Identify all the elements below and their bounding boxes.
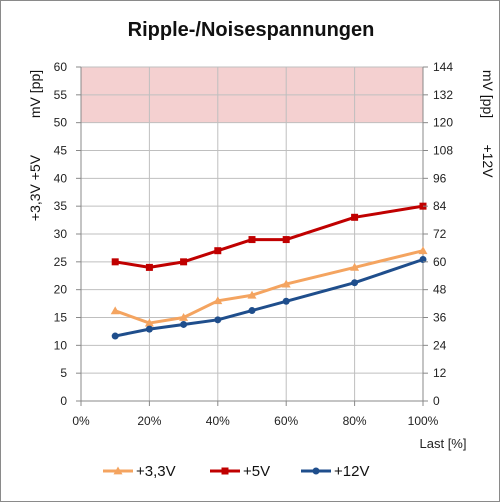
- y-right-label: +12V: [480, 144, 496, 178]
- x-axis-label: Last [%]: [420, 436, 467, 451]
- y-left-tick-label: 30: [54, 227, 68, 241]
- data-point-12v: [419, 256, 427, 264]
- data-point-5v: [282, 236, 290, 244]
- legend: +3,3V +5V +12V: [103, 463, 369, 480]
- series-line-5v: [114, 204, 424, 269]
- data-point-12v: [248, 307, 256, 315]
- data-point-12v: [214, 316, 222, 324]
- y-right-tick-label: 36: [433, 311, 447, 325]
- data-point-5v: [214, 247, 222, 255]
- y-right-tick-label: 24: [433, 338, 447, 352]
- y-left-tick-label: 35: [54, 199, 68, 213]
- data-point-12v: [180, 320, 188, 328]
- data-point-12v: [111, 332, 119, 340]
- data-point-5v: [351, 213, 359, 221]
- legend-marker-5v: [221, 467, 229, 475]
- series-33v: [110, 246, 428, 327]
- y-left-tick-label: 60: [54, 60, 68, 74]
- y-left-tick-label: 20: [54, 283, 68, 297]
- x-tick-label: 80%: [343, 414, 367, 428]
- y-left-tick-label: 15: [54, 311, 68, 325]
- y-left-tick-label: 55: [54, 88, 68, 102]
- x-tick-label: 0%: [72, 414, 90, 428]
- y-right-tick-label: 72: [433, 227, 447, 241]
- y-left-tick-label: 0: [60, 394, 67, 408]
- data-point-5v: [145, 263, 153, 271]
- data-point-33v: [418, 246, 428, 255]
- y-right-tick-label: 96: [433, 171, 447, 185]
- y-left-tick-label: 5: [60, 366, 67, 380]
- y-right-tick-label: 48: [433, 283, 447, 297]
- data-point-33v: [350, 262, 360, 271]
- data-point-12v: [145, 325, 153, 333]
- y-left-label: +3,3V +5V: [27, 154, 43, 221]
- data-point-33v: [179, 313, 189, 321]
- data-point-33v: [281, 279, 291, 288]
- y-right-tick-label: 12: [433, 366, 447, 380]
- data-point-5v: [111, 258, 119, 266]
- series-line-12v: [114, 258, 424, 338]
- y-left-tick-label: 45: [54, 144, 68, 158]
- y-right-tick-label: 144: [433, 60, 453, 74]
- data-point-33v: [213, 296, 223, 305]
- x-tick-label: 20%: [137, 414, 161, 428]
- data-point-33v: [110, 306, 120, 315]
- data-point-12v: [351, 279, 359, 287]
- data-point-33v: [247, 290, 257, 299]
- y-left-unit-label: mV [pp]: [27, 70, 43, 118]
- y-right-tick-label: 84: [433, 199, 447, 213]
- y-right-tick-label: 132: [433, 88, 453, 102]
- y-right-tick-label: 108: [433, 144, 453, 158]
- legend-label-33v: +3,3V: [136, 463, 176, 480]
- legend-label-5v: +5V: [243, 463, 270, 480]
- x-tick-label: 40%: [206, 414, 230, 428]
- y-left-tick-label: 50: [54, 116, 68, 130]
- legend-marker-12v: [312, 467, 320, 475]
- y-right-tick-label: 0: [433, 394, 440, 408]
- data-point-33v: [144, 318, 154, 327]
- legend-marker-33v: [113, 466, 123, 475]
- series-line-33v: [114, 249, 424, 325]
- data-point-12v: [282, 297, 290, 305]
- data-point-5v: [248, 236, 256, 244]
- y-left-tick-label: 25: [54, 255, 68, 269]
- legend-label-12v: +12V: [334, 463, 369, 480]
- chart-title: Ripple-/Noisespannungen: [128, 19, 375, 41]
- y-left-tick-label: 40: [54, 171, 68, 185]
- y-right-unit-label: mV [pp]: [480, 70, 496, 118]
- data-point-5v: [180, 258, 188, 266]
- x-tick-label: 100%: [408, 414, 439, 428]
- y-right-tick-label: 120: [433, 116, 453, 130]
- y-left-tick-label: 10: [54, 338, 68, 352]
- y-right-tick-label: 60: [433, 255, 447, 269]
- x-tick-label: 60%: [274, 414, 298, 428]
- series-12v: [111, 256, 427, 340]
